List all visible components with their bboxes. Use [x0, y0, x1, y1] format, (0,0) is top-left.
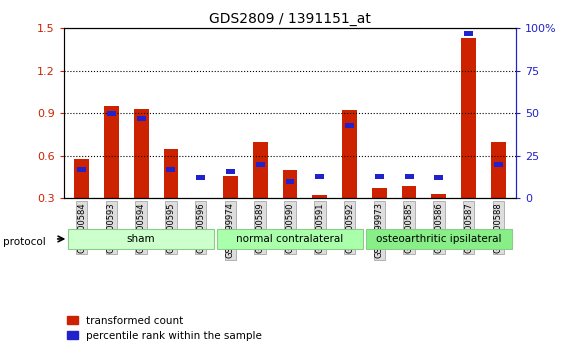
Bar	[107, 111, 116, 116]
Bar	[256, 162, 264, 167]
Text: osteoarthritic ipsilateral: osteoarthritic ipsilateral	[376, 234, 502, 244]
Bar	[491, 142, 506, 198]
Bar	[312, 195, 327, 198]
Bar	[401, 186, 416, 198]
Text: GSM200588: GSM200588	[494, 202, 503, 253]
Text: normal contralateral: normal contralateral	[237, 234, 343, 244]
Text: GSM200595: GSM200595	[166, 202, 175, 253]
Bar	[375, 173, 384, 179]
Text: GSM1199973: GSM1199973	[375, 202, 384, 258]
Bar	[432, 194, 446, 198]
Bar	[77, 167, 86, 172]
Text: GSM200587: GSM200587	[464, 202, 473, 253]
Bar	[196, 175, 205, 181]
Text: GSM200590: GSM200590	[285, 202, 295, 253]
Bar	[164, 149, 179, 198]
Text: GSM200589: GSM200589	[256, 202, 264, 253]
Text: GSM200592: GSM200592	[345, 202, 354, 253]
Title: GDS2809 / 1391151_at: GDS2809 / 1391151_at	[209, 12, 371, 26]
Text: GSM200591: GSM200591	[316, 202, 324, 253]
Text: sham: sham	[127, 234, 155, 244]
Bar	[74, 159, 89, 198]
FancyBboxPatch shape	[366, 229, 512, 249]
Bar	[461, 38, 476, 198]
Bar	[104, 106, 119, 198]
Bar	[464, 31, 473, 36]
Bar	[282, 170, 298, 198]
Text: protocol: protocol	[3, 237, 46, 247]
Text: GSM200596: GSM200596	[196, 202, 205, 253]
FancyBboxPatch shape	[68, 229, 214, 249]
FancyBboxPatch shape	[217, 229, 363, 249]
Bar	[166, 167, 175, 172]
Bar	[134, 109, 148, 198]
Bar	[342, 110, 357, 198]
Text: GSM200584: GSM200584	[77, 202, 86, 253]
Bar	[285, 179, 295, 184]
Bar	[226, 169, 235, 173]
Bar	[316, 173, 324, 179]
Text: GSM200586: GSM200586	[434, 202, 443, 253]
Bar	[137, 116, 146, 121]
Bar	[223, 176, 238, 198]
Legend: transformed count, percentile rank within the sample: transformed count, percentile rank withi…	[63, 312, 266, 345]
Bar	[405, 173, 414, 179]
Bar	[345, 122, 354, 128]
Text: GSM200594: GSM200594	[137, 202, 146, 253]
Bar	[253, 142, 268, 198]
Bar	[494, 162, 503, 167]
Bar	[434, 175, 443, 181]
Text: GSM1199974: GSM1199974	[226, 202, 235, 258]
Bar	[372, 188, 387, 198]
Text: GSM200593: GSM200593	[107, 202, 116, 253]
Text: GSM200585: GSM200585	[405, 202, 414, 253]
